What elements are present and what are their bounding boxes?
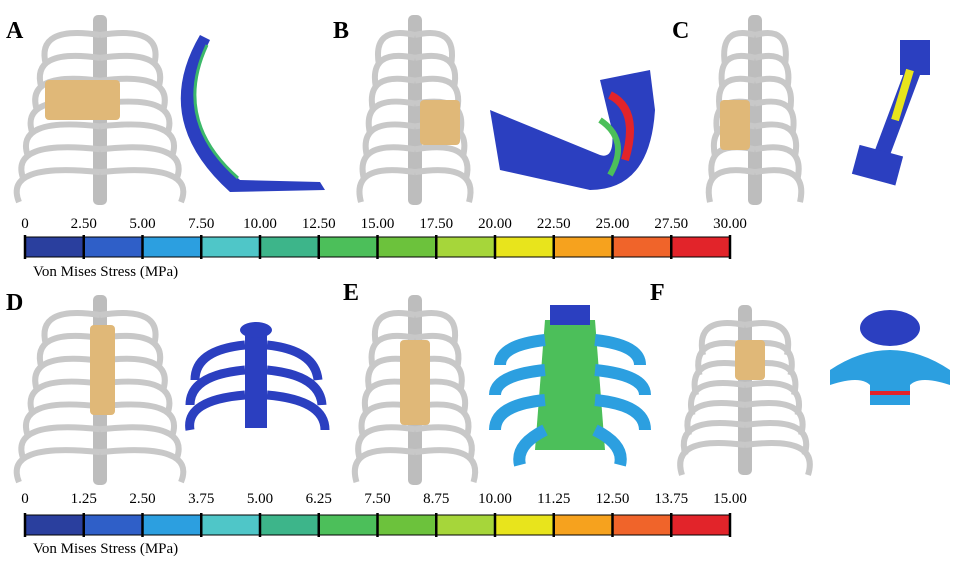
implant — [45, 80, 120, 120]
ribcage — [17, 15, 184, 205]
colorbar-tick-label: 30.00 — [713, 216, 747, 232]
colorbar-segment — [436, 515, 495, 535]
colorbar-tick-label: 10.00 — [243, 216, 277, 232]
implant-d — [190, 322, 325, 430]
colorbar-segment — [613, 237, 672, 257]
figure: A B C D E F 0 2.50 5.00 7.50 10.00 12.50 15.00… — [0, 0, 955, 558]
colorbar-segment — [495, 515, 554, 535]
ribcage — [355, 295, 475, 485]
implant — [720, 100, 750, 150]
rib — [17, 450, 100, 482]
colorbar-tick-label: 7.50 — [364, 491, 390, 507]
colorbar-tick-label: 11.25 — [537, 491, 570, 507]
panel-label: D — [6, 290, 23, 316]
colorbar-segment — [319, 237, 378, 257]
colorbar-tick-label: 2.50 — [71, 216, 97, 232]
spine — [738, 305, 752, 475]
rib — [745, 443, 810, 475]
colorbar-segment — [25, 515, 84, 535]
colorbar-segment — [378, 515, 437, 535]
implant-e — [495, 305, 645, 465]
colorbar-segment — [143, 237, 202, 257]
colorbar-tick-label: 13.75 — [654, 491, 688, 507]
rib — [745, 383, 799, 415]
colorbar-tick-label: 6.25 — [306, 491, 332, 507]
colorbar-tick-label: 2.50 — [129, 491, 155, 507]
colorbar-segment — [201, 237, 260, 257]
colorbar-segment — [613, 515, 672, 535]
colorbar-caption: Von Mises Stress (MPa) — [33, 264, 178, 280]
colorbar-segment — [260, 515, 319, 535]
colorbar-tick-label: 22.50 — [537, 216, 571, 232]
colorbar-tick-label: 5.00 — [129, 216, 155, 232]
colorbar-segment — [671, 515, 730, 535]
rib — [691, 383, 745, 415]
rib — [415, 170, 471, 202]
ribcage — [680, 305, 810, 475]
implant-c — [852, 40, 930, 185]
rib — [100, 170, 183, 202]
colorbar-tick-label: 10.00 — [478, 491, 512, 507]
colorbar-caption: Von Mises Stress (MPa) — [33, 541, 178, 557]
rib — [355, 450, 415, 482]
colorbar-segment — [319, 515, 378, 535]
colorbar-segment — [25, 237, 84, 257]
colorbar-tick-label: 3.75 — [188, 491, 214, 507]
rib — [745, 403, 803, 435]
rib — [680, 443, 745, 475]
colorbar-segment — [495, 237, 554, 257]
colorbar-tick-label: 8.75 — [423, 491, 449, 507]
colorbar-tick-label: 12.50 — [596, 491, 630, 507]
colorbar-tick-label: 7.50 — [188, 216, 214, 232]
ribcage — [17, 295, 184, 485]
colorbar-segment — [143, 515, 202, 535]
implant — [400, 340, 430, 425]
colorbar-segment — [201, 515, 260, 535]
rib — [17, 170, 100, 202]
colorbar-tick-label: 17.50 — [419, 216, 453, 232]
colorbar-segment — [436, 237, 495, 257]
colorbar-tick-label: 0 — [21, 216, 29, 232]
colorbar-segment — [84, 237, 143, 257]
colorbar-tick-label: 20.00 — [478, 216, 512, 232]
implant — [90, 325, 115, 415]
colorbar-tick-label: 1.25 — [71, 491, 97, 507]
rib — [359, 170, 415, 202]
ribcage — [709, 15, 802, 205]
colorbar-segment — [671, 237, 730, 257]
rib — [415, 450, 475, 482]
spine — [408, 15, 422, 205]
colorbar-segment — [378, 237, 437, 257]
ribcage — [359, 15, 470, 205]
colorbar-tick-label: 15.00 — [361, 216, 395, 232]
colorbar-segment — [554, 515, 613, 535]
rib — [745, 423, 806, 455]
implant — [735, 340, 765, 380]
panel-label: B — [333, 18, 349, 44]
rib — [687, 403, 745, 435]
colorbar-segment — [260, 237, 319, 257]
rib — [684, 423, 745, 455]
colorbar-tick-label: 25.00 — [596, 216, 630, 232]
implant-b — [490, 70, 655, 190]
spine — [748, 15, 762, 205]
rib — [100, 450, 183, 482]
implant — [420, 100, 460, 145]
colorbar-tick-label: 27.50 — [654, 216, 688, 232]
implant-a — [181, 35, 325, 192]
colorbar-tick-label: 5.00 — [247, 491, 273, 507]
panel-label: A — [6, 18, 24, 44]
panel-label: F — [650, 280, 665, 306]
colorbar-tick-label: 0 — [21, 491, 29, 507]
colorbar-segment — [84, 515, 143, 535]
panel-label: C — [672, 18, 689, 44]
colorbar-tick-label: 15.00 — [713, 491, 747, 507]
implant-f — [830, 310, 950, 405]
colorbar-tick-label: 12.50 — [302, 216, 336, 232]
panel-label: E — [343, 280, 359, 306]
colorbar-segment — [554, 237, 613, 257]
